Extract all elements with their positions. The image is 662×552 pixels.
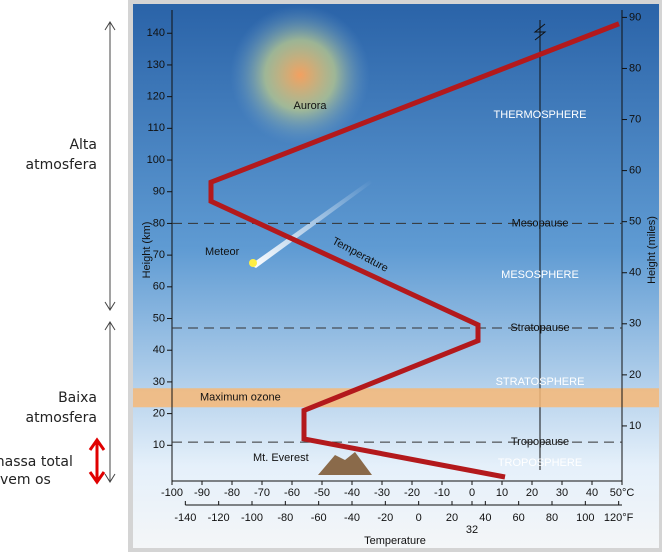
y-tick-label: 110 <box>147 122 165 134</box>
x-tick-label: 20 <box>526 487 538 499</box>
layer-label: TROPOSPHERE <box>498 457 582 469</box>
x2-tick-label: 120°F <box>604 512 634 524</box>
x-tick-label: -30 <box>374 487 390 499</box>
x-tick-label: -10 <box>434 487 450 499</box>
layer-label: MESOSPHERE <box>501 269 579 281</box>
label: Baixa <box>58 390 97 406</box>
y-axis-title: Height (km) <box>141 222 153 279</box>
y2-tick-label: 10 <box>629 420 641 432</box>
y-tick-label: 70 <box>153 249 165 261</box>
x-tick-label: -20 <box>404 487 420 499</box>
x2-tick-label: 32 <box>466 524 478 536</box>
y2-tick-label: 80 <box>629 62 641 74</box>
x-tick-label: -70 <box>254 487 270 499</box>
y2-tick-label: 30 <box>629 318 641 330</box>
meteor <box>249 259 257 267</box>
x-tick-label: -100 <box>161 487 183 499</box>
y-tick-label: 60 <box>153 281 165 293</box>
boundary-label: Tropopause <box>511 436 569 448</box>
x-tick-label: -50 <box>314 487 330 499</box>
y-tick-label: 140 <box>147 27 165 39</box>
boundary-label: Stratopause <box>510 322 569 334</box>
annotation: Mt. Everest <box>253 452 309 464</box>
y2-tick-label: 50 <box>629 216 641 228</box>
y-tick-label: 10 <box>153 439 165 451</box>
x2-tick-label: -100 <box>241 512 263 524</box>
annotation: Meteor <box>205 246 240 258</box>
y-tick-label: 90 <box>153 186 165 198</box>
x2-tick-label: 20 <box>446 512 458 524</box>
x-axis-title: Temperature <box>364 535 426 547</box>
y-tick-label: 40 <box>153 344 165 356</box>
y2-tick-label: 60 <box>629 165 641 177</box>
y-tick-label: 50 <box>153 312 165 324</box>
label: Alta <box>69 137 97 153</box>
x-tick-label: -60 <box>284 487 300 499</box>
note: massa total <box>0 454 73 470</box>
layer-label: THERMOSPHERE <box>494 109 587 121</box>
x-tick-label: 10 <box>496 487 508 499</box>
label: atmosfera <box>26 410 97 426</box>
x2-tick-label: 40 <box>479 512 491 524</box>
x-tick-label: 50°C <box>610 487 635 499</box>
x2-tick-label: -20 <box>377 512 393 524</box>
layer-label: STRATOSPHERE <box>496 376 585 388</box>
y-tick-label: 120 <box>147 91 165 103</box>
aurora <box>230 5 370 145</box>
x2-tick-label: -140 <box>174 512 196 524</box>
y2-tick-label: 40 <box>629 267 641 279</box>
page: Alta atmosfera Baixa atmosfera massa tot… <box>0 0 662 552</box>
x2-tick-label: 100 <box>576 512 594 524</box>
y2-tick-label: 70 <box>629 113 641 125</box>
label: atmosfera <box>26 157 97 173</box>
y2-axis-title: Height (miles) <box>646 216 658 284</box>
ozone-label: Maximum ozone <box>200 392 281 404</box>
x-tick-label: 30 <box>556 487 568 499</box>
slide: Alta atmosfera Baixa atmosfera massa tot… <box>0 0 662 552</box>
x-tick-label: -90 <box>194 487 210 499</box>
y-tick-label: 80 <box>153 217 165 229</box>
y-tick-label: 130 <box>147 59 165 71</box>
x2-tick-label: 0 <box>416 512 422 524</box>
x2-tick-label: 60 <box>513 512 525 524</box>
note: vem os <box>0 472 51 488</box>
y-tick-label: 100 <box>147 154 165 166</box>
y-tick-label: 20 <box>153 408 165 420</box>
x2-tick-label: -60 <box>311 512 327 524</box>
y2-tick-label: 20 <box>629 369 641 381</box>
x-tick-label: 40 <box>586 487 598 499</box>
x2-tick-label: -80 <box>277 512 293 524</box>
y2-tick-label: 90 <box>629 11 641 23</box>
x2-tick-label: 80 <box>546 512 558 524</box>
annotation: Aurora <box>293 100 327 112</box>
x-tick-label: -40 <box>344 487 360 499</box>
x-tick-label: -80 <box>224 487 240 499</box>
boundary-label: Mesopause <box>512 217 569 229</box>
y-tick-label: 30 <box>153 376 165 388</box>
x2-tick-label: -40 <box>344 512 360 524</box>
x2-tick-label: -120 <box>208 512 230 524</box>
x-tick-label: 0 <box>469 487 475 499</box>
